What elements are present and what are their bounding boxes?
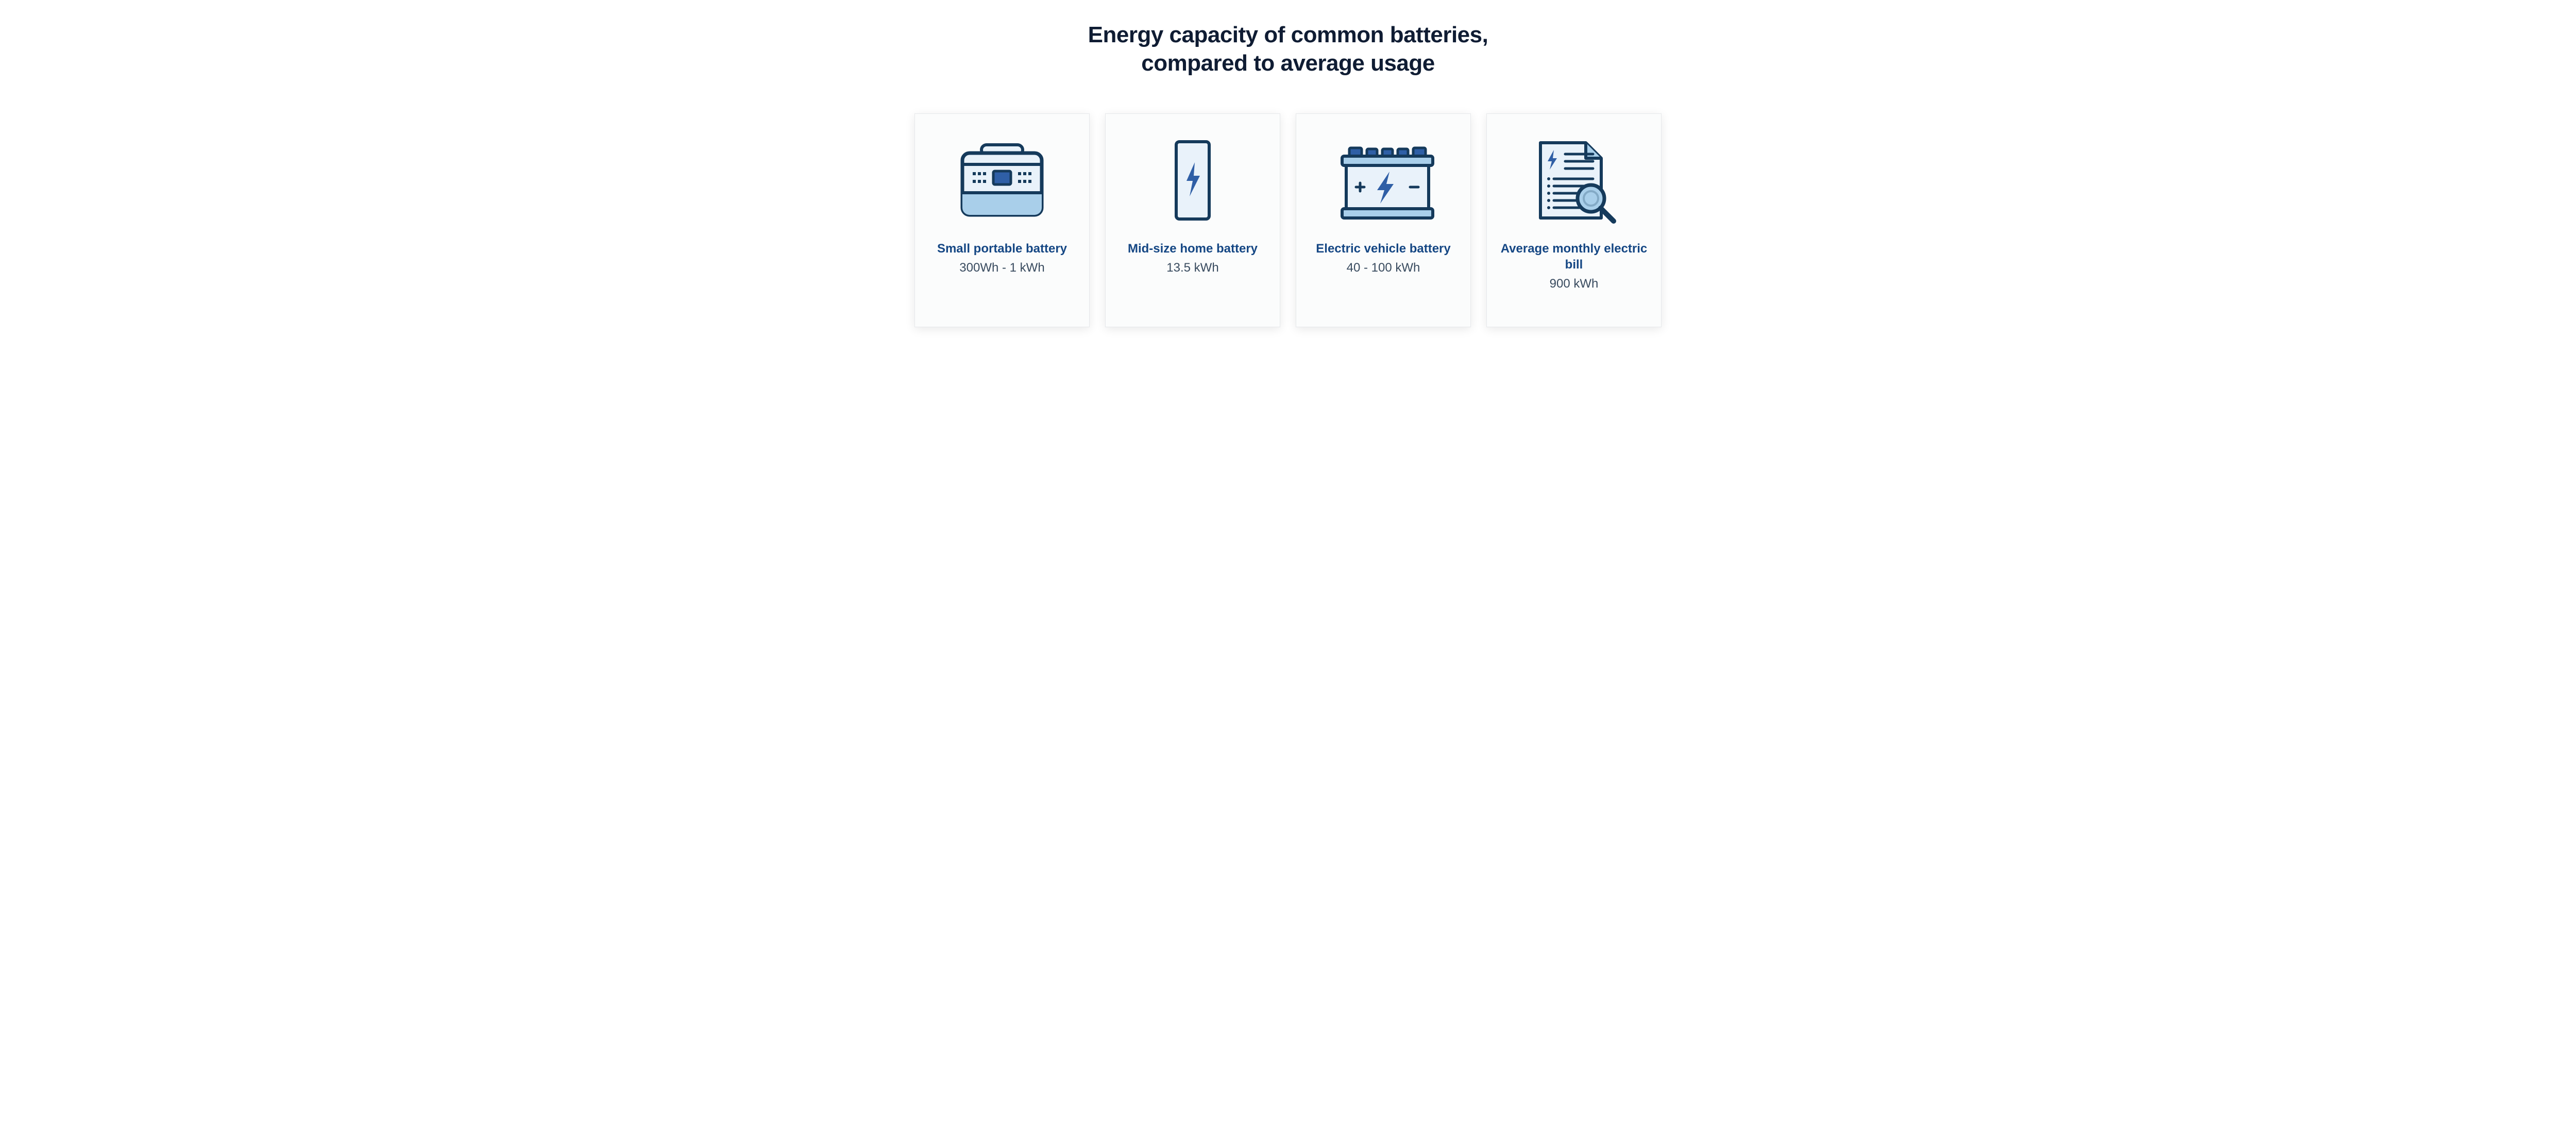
card-value: 300Wh - 1 kWh [959, 261, 1044, 275]
card-value: 900 kWh [1550, 277, 1599, 291]
portable-battery-icon [927, 132, 1077, 236]
electric-bill-icon [1499, 132, 1649, 236]
ev-battery-icon [1309, 132, 1458, 236]
card-home: Mid-size home battery 13.5 kWh [1105, 113, 1280, 327]
card-title: Small portable battery [937, 241, 1067, 257]
card-value: 13.5 kWh [1166, 261, 1218, 275]
card-title: Electric vehicle battery [1316, 241, 1450, 257]
card-bill: Average monthly electric bill 900 kWh [1486, 113, 1662, 327]
title-line-1: Energy capacity of common batteries, [1088, 22, 1488, 47]
card-title: Average monthly electric bill [1499, 241, 1649, 273]
card-row: Small portable battery 300Wh - 1 kWh Mid… [902, 113, 1674, 327]
card-portable: Small portable battery 300Wh - 1 kWh [914, 113, 1090, 327]
title-line-2: compared to average usage [1141, 51, 1435, 76]
home-battery-icon [1118, 132, 1267, 236]
card-ev: Electric vehicle battery 40 - 100 kWh [1296, 113, 1471, 327]
card-title: Mid-size home battery [1128, 241, 1258, 257]
page-title: Energy capacity of common batteries, com… [979, 21, 1597, 77]
card-value: 40 - 100 kWh [1347, 261, 1420, 275]
